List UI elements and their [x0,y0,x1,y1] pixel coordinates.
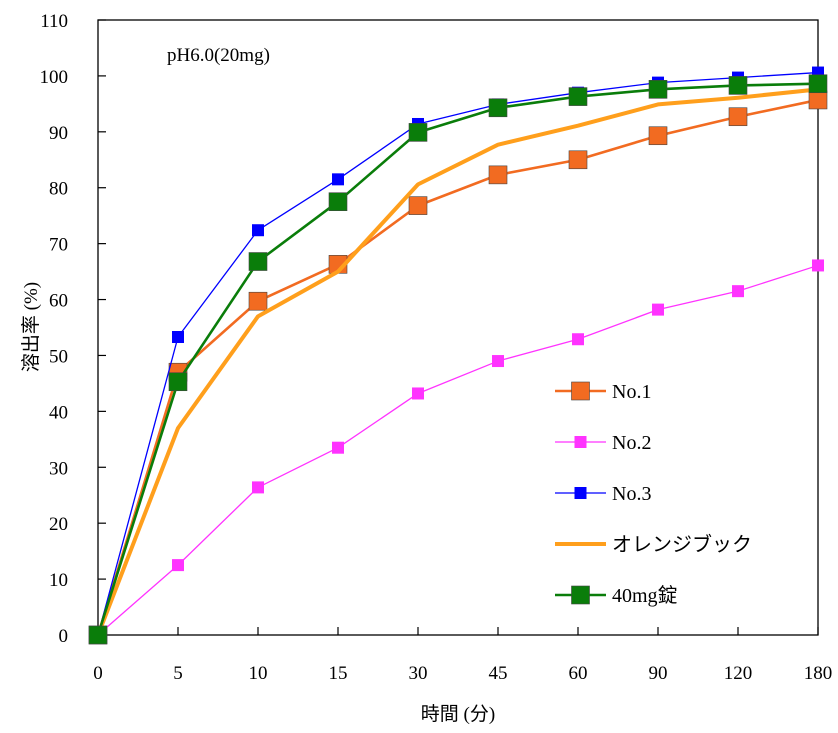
chart-annotation: pH6.0(20mg) [167,45,270,66]
data-point [728,107,748,127]
y-tick-label: 60 [49,291,68,312]
series-1 [88,90,828,645]
x-tick-label: 60 [569,663,588,684]
x-tick-label: 45 [489,663,508,684]
series-line [96,82,819,636]
y-tick-label: 90 [49,123,68,144]
y-tick-label: 20 [49,514,68,535]
legend-item: No.3 [555,483,651,505]
x-tick-label: 5 [173,663,183,684]
legend-label: オレンジブック [612,532,752,556]
data-point [648,126,668,146]
data-point [408,196,428,215]
series-layer [88,66,828,645]
data-point [252,481,264,494]
data-point [572,333,584,346]
series-line [97,71,819,636]
data-point [732,285,744,298]
data-point [168,372,188,392]
data-point [492,355,504,368]
data-point [252,224,264,237]
y-tick-label: 70 [49,235,68,256]
series-5 [88,74,828,645]
series-line [96,87,819,636]
y-tick-label: 30 [49,458,68,479]
x-tick-label: 0 [93,663,103,684]
x-tick-label: 30 [409,663,428,684]
x-tick-label: 90 [649,663,668,684]
y-tick-label: 10 [49,570,68,591]
data-point [172,559,184,572]
legend-marker [574,436,587,448]
data-point [172,331,184,344]
data-point [408,123,428,142]
series-4 [96,87,819,636]
data-point [88,625,108,645]
y-axis: 0 10 20 30 40 50 60 70 80 90 100 110 [40,11,106,647]
legend-item: オレンジブック [555,532,752,556]
plot-frame [97,19,819,636]
y-tick-label: 0 [59,626,69,647]
data-point [812,259,824,272]
data-point [328,192,348,212]
legend-label: No.2 [612,432,651,454]
data-point [808,90,828,110]
series-2 [92,259,824,641]
data-point [568,87,588,106]
data-point [332,173,344,186]
data-point [248,291,268,311]
y-tick-label: 110 [40,11,68,32]
data-point [488,98,508,118]
legend-item: No.2 [555,432,651,454]
series-line [96,98,819,636]
data-point [728,76,748,95]
data-point [248,252,268,271]
legend-label: No.1 [612,381,651,403]
y-tick-label: 40 [49,402,68,423]
data-point [648,80,668,99]
x-axis: 0 5 10 15 30 45 60 90 120 180 [93,627,832,684]
x-axis-title: 時間 (分) [421,703,495,725]
legend-marker [571,585,590,605]
legend: No.1 No.2 No.3 オレンジブック 40mg錠 [555,381,752,607]
data-point [808,74,828,94]
y-tick-label: 100 [40,67,69,88]
data-point [652,303,664,316]
x-tick-label: 180 [804,663,833,684]
x-tick-label: 15 [329,663,348,684]
data-point [488,165,508,185]
data-point [568,150,588,170]
x-tick-label: 120 [724,663,753,684]
x-tick-label: 10 [249,663,268,684]
legend-item: 40mg錠 [555,584,678,607]
legend-label: No.3 [612,483,651,505]
y-axis-title: 溶出率 (%) [20,282,42,372]
data-point [332,441,344,454]
data-point [412,387,424,400]
legend-marker [574,487,587,499]
legend-item: No.1 [555,381,651,403]
y-tick-label: 50 [49,346,68,367]
series-line [97,264,819,636]
legend-marker [571,381,590,401]
legend-label: 40mg錠 [612,584,678,607]
y-tick-label: 80 [49,179,68,200]
